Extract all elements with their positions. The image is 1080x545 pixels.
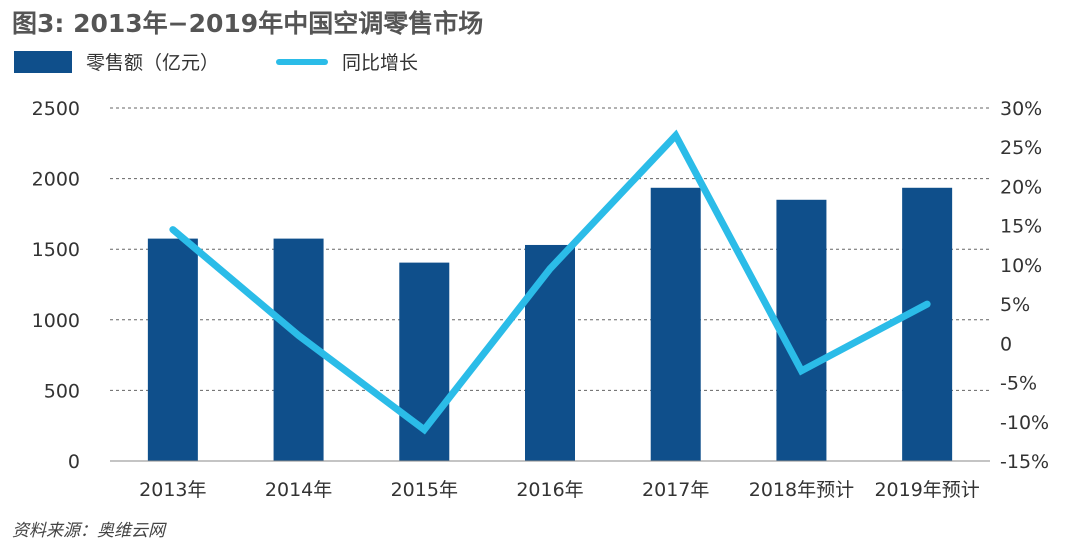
bar (650, 187, 701, 461)
legend-line-label: 同比增长 (342, 52, 419, 74)
x-tick-label: 2013年 (139, 479, 206, 501)
growth-point (800, 369, 803, 372)
y2-tick-label: -5% (1000, 373, 1037, 395)
y-tick-label: 0 (68, 451, 80, 473)
bar (147, 238, 198, 461)
y-tick-label: 2000 (32, 169, 80, 191)
y-tick-label: 500 (44, 380, 80, 402)
x-tick-label: 2019年预计 (874, 479, 979, 501)
growth-point (171, 228, 174, 231)
bars (147, 187, 953, 461)
legend-line-swatch (276, 59, 328, 65)
bar (902, 187, 953, 461)
y-tick-label: 1000 (32, 310, 80, 332)
chart-title: 图3: 2013年−2019年中国空调零售市场 (12, 9, 484, 38)
bar (776, 199, 827, 461)
x-tick-label: 2014年 (265, 479, 332, 501)
y2-tick-label: 0 (1000, 333, 1012, 355)
x-tick-label: 2017年 (642, 479, 709, 501)
growth-point (549, 267, 551, 270)
source-note: 资料来源：奥维云网 (12, 521, 165, 541)
y-tick-label: 2500 (32, 98, 80, 120)
growth-point (926, 303, 929, 306)
axes: 0 500 1000 1500 2000 2500 -15% -10% -5% 0 5% 10% 15%… (32, 98, 1049, 501)
x-tick-label: 2015年 (391, 479, 458, 501)
legend-bar-swatch (14, 51, 72, 73)
y2-tick-label: -10% (1000, 412, 1049, 434)
y2-tick-label: 5% (1000, 294, 1030, 316)
growth-point (297, 334, 300, 337)
y2-tick-label: 15% (1000, 216, 1042, 238)
x-tick-label: 2016年 (516, 479, 583, 501)
bar (525, 244, 575, 461)
y2-tick-label: 30% (1000, 98, 1042, 120)
y2-tick-label: 20% (1000, 176, 1042, 198)
y2-tick-label: 25% (1000, 137, 1042, 159)
x-tick-label: 2018年预计 (749, 479, 854, 501)
y2-tick-label: -15% (1000, 451, 1049, 473)
y-tick-label: 1500 (32, 239, 80, 261)
legend-bar-label: 零售额（亿元） (86, 52, 220, 74)
growth-line (169, 129, 931, 435)
y2-tick-label: 10% (1000, 255, 1042, 277)
growth-point (674, 134, 677, 137)
growth-point (423, 428, 426, 431)
